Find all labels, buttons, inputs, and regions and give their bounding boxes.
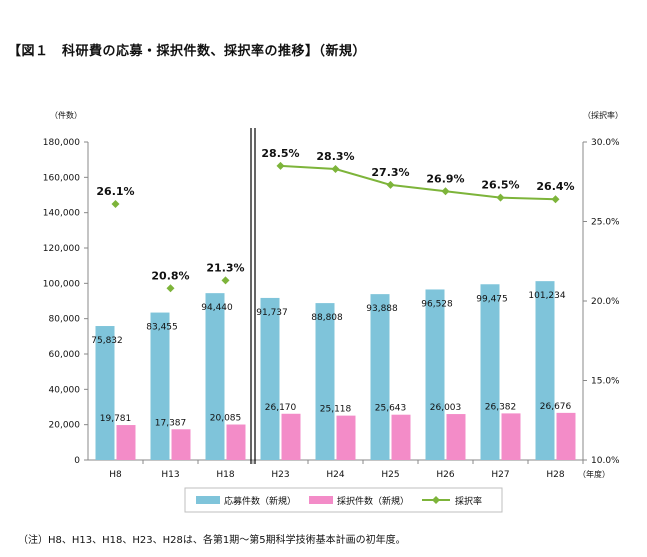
legend: 応募件数（新規） 採択件数（新規） 採択率	[184, 487, 503, 513]
bar-applications	[425, 289, 445, 460]
bar-applications-label: 93,888	[366, 304, 398, 314]
left-tick-label: 40,000	[49, 385, 81, 395]
bar-adopted	[171, 429, 191, 460]
legend-swatch-applications	[196, 496, 220, 504]
rate-label: 21.3%	[206, 261, 244, 274]
right-tick-label: 15.0%	[591, 377, 620, 387]
left-tick-label: 80,000	[49, 315, 81, 325]
bar-adopted	[116, 425, 136, 460]
bar-adopted	[446, 414, 466, 460]
bar-applications	[315, 303, 335, 460]
left-tick-label: 0	[74, 456, 80, 466]
x-tick-label: H8	[109, 470, 122, 480]
rate-point	[276, 161, 285, 170]
bar-applications	[150, 312, 170, 460]
left-tick-label: 120,000	[43, 244, 80, 254]
legend-label-rate: 採択率	[455, 495, 482, 507]
legend-swatch-rate-marker	[432, 496, 440, 504]
bar-applications	[205, 293, 225, 460]
x-tick-label: H24	[326, 470, 344, 480]
x-tick-label: H23	[271, 470, 289, 480]
rate-point	[551, 195, 560, 204]
rate-label: 20.8%	[151, 269, 189, 282]
legend-label-adopted: 採択件数（新規）	[337, 495, 409, 507]
bar-applications	[480, 284, 500, 460]
rate-point	[496, 193, 505, 202]
rate-point	[331, 165, 340, 174]
bar-adopted-label: 26,676	[540, 402, 572, 412]
bar-applications-label: 75,832	[91, 336, 123, 346]
right-tick-label: 10.0%	[591, 456, 620, 466]
x-tick-label: H27	[491, 470, 509, 480]
bar-applications-label: 88,808	[311, 313, 343, 323]
rate-line-segment	[280, 164, 556, 201]
bar-adopted-label: 17,387	[155, 418, 187, 428]
left-tick-label: 140,000	[43, 209, 80, 219]
rate-point	[221, 276, 230, 285]
bar-adopted	[336, 415, 356, 460]
bar-adopted	[501, 413, 521, 460]
left-tick-label: 160,000	[43, 173, 80, 183]
left-tick-label: 60,000	[49, 350, 81, 360]
rate-line	[111, 161, 560, 293]
rate-point	[111, 200, 120, 209]
bar-adopted-label: 26,382	[485, 402, 517, 412]
rate-label: 26.4%	[536, 180, 574, 193]
bars	[95, 281, 576, 460]
x-unit-label: （年度）	[578, 469, 610, 479]
x-tick-label: H26	[436, 470, 454, 480]
bar-applications-label: 83,455	[146, 323, 178, 333]
right-tick-label: 20.0%	[591, 297, 620, 307]
rate-point	[166, 284, 175, 293]
bar-adopted	[556, 412, 576, 460]
x-tick-label: H28	[546, 470, 564, 480]
rate-point	[441, 187, 450, 196]
legend-label-applications: 応募件数（新規）	[224, 495, 296, 507]
rate-label: 26.1%	[96, 185, 134, 198]
left-tick-label: 20,000	[49, 421, 81, 431]
bar-adopted-label: 19,781	[100, 414, 132, 424]
bar-adopted	[226, 424, 246, 460]
right-axis-label: （採択率）	[583, 110, 623, 120]
rate-label: 26.9%	[426, 172, 464, 185]
data-labels: 75,832 19,781 83,455 17,387 94,440 20,085 91,7…	[91, 147, 574, 428]
left-axis-label: （件数）	[50, 110, 82, 120]
bar-adopted-label: 26,170	[265, 403, 297, 413]
chart-title: 【図１ 科研費の応募・採択件数、採択率の推移】（新規）	[8, 44, 367, 59]
rate-label: 27.3%	[371, 166, 409, 179]
bar-applications-label: 91,737	[256, 308, 288, 318]
bar-adopted-label: 25,643	[375, 404, 407, 414]
bar-adopted-label: 26,003	[430, 403, 462, 413]
rate-label: 26.5%	[481, 179, 519, 192]
x-tick-label: H25	[381, 470, 399, 480]
bar-applications-label: 101,234	[528, 291, 565, 301]
bar-adopted	[391, 414, 411, 460]
bar-applications-label: 96,528	[421, 299, 453, 309]
bar-applications	[370, 294, 390, 460]
legend-swatch-adopted	[309, 496, 333, 504]
x-tick-label: H18	[216, 470, 234, 480]
left-tick-label: 180,000	[43, 138, 80, 148]
right-tick-label: 30.0%	[591, 138, 620, 148]
bar-applications-label: 94,440	[201, 303, 233, 313]
bar-applications	[95, 326, 115, 460]
bar-adopted	[281, 413, 301, 460]
bar-adopted-label: 25,118	[320, 405, 352, 415]
bar-adopted-label: 20,085	[210, 414, 242, 424]
bar-applications	[535, 281, 555, 460]
rate-point	[386, 180, 395, 189]
rate-label: 28.5%	[261, 147, 299, 160]
bar-applications-label: 99,475	[476, 294, 508, 304]
right-tick-label: 25.0%	[591, 218, 620, 228]
footnote: （注）H8、H13、H18、H23、H28は、各第1期〜第5期科学技術基本計画の…	[18, 535, 406, 546]
left-tick-label: 100,000	[43, 279, 80, 289]
x-tick-label: H13	[161, 470, 179, 480]
bar-applications	[260, 297, 280, 460]
axes: （件数） （採択率） 0 20,000 40,000 60,000 80,000 100,00…	[43, 110, 623, 480]
rate-label: 28.3%	[316, 150, 354, 163]
